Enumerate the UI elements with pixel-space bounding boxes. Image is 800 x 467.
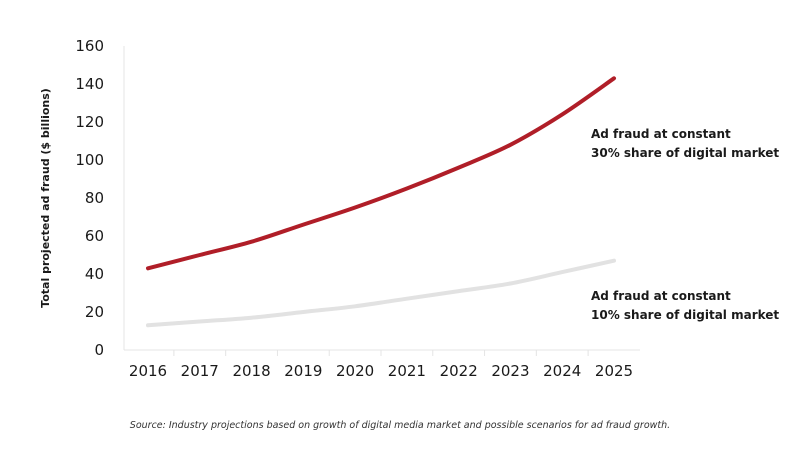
x-axis-tick-labels: 2016 2017 2018 2019 2020 2021 2022 2023 2024 2025 xyxy=(129,362,633,380)
y-axis-tick-labels: 0 20 40 60 80 100 120 140 160 xyxy=(75,37,104,359)
x-tick-label-2019: 2019 xyxy=(284,362,322,380)
y-tick-label-20: 20 xyxy=(85,303,104,321)
x-tick-label-2022: 2022 xyxy=(440,362,478,380)
y-tick-label-80: 80 xyxy=(85,189,104,207)
source-note: Source: Industry projections based on gr… xyxy=(130,420,670,431)
y-tick-label-0: 0 xyxy=(94,341,104,359)
x-tick-label-2024: 2024 xyxy=(543,362,581,380)
x-tick-label-2025: 2025 xyxy=(595,362,633,380)
series-annotations: Ad fraud at constant 30% share of digital… xyxy=(591,127,779,322)
x-tick-label-2017: 2017 xyxy=(181,362,219,380)
series-annotation-10-percent: Ad fraud at constant xyxy=(591,289,731,303)
series-annotation-30-percent: 30% share of digital market xyxy=(591,146,779,160)
series-annotation-10-percent: 10% share of digital market xyxy=(591,308,779,322)
y-axis-label: Total projected ad fraud ($ billions) xyxy=(39,88,52,308)
y-tick-label-60: 60 xyxy=(85,227,104,245)
x-tick-label-2018: 2018 xyxy=(232,362,270,380)
y-tick-label-120: 120 xyxy=(75,113,104,131)
x-tick-label-2016: 2016 xyxy=(129,362,167,380)
y-tick-label-40: 40 xyxy=(85,265,104,283)
series-lines xyxy=(146,76,616,328)
y-tick-label-140: 140 xyxy=(75,75,104,93)
series-annotation-30-percent: Ad fraud at constant xyxy=(591,127,731,141)
y-tick-label-160: 160 xyxy=(75,37,104,55)
x-axis-ticks xyxy=(173,350,589,356)
series-line-30-percent xyxy=(146,76,616,271)
x-tick-label-2021: 2021 xyxy=(388,362,426,380)
x-tick-label-2020: 2020 xyxy=(336,362,374,380)
series-line-10-percent xyxy=(146,258,616,328)
y-tick-label-100: 100 xyxy=(75,151,104,169)
x-tick-label-2023: 2023 xyxy=(491,362,529,380)
